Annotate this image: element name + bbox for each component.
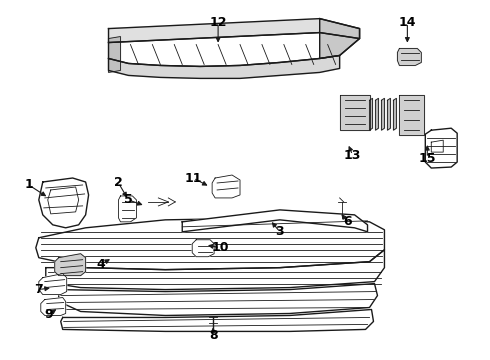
Polygon shape (36, 218, 385, 270)
Polygon shape (369, 98, 372, 130)
Polygon shape (182, 210, 368, 232)
Polygon shape (192, 240, 214, 257)
Text: 2: 2 (114, 176, 123, 189)
Polygon shape (108, 55, 340, 78)
Polygon shape (55, 254, 86, 276)
Text: 13: 13 (344, 149, 361, 162)
Polygon shape (388, 98, 391, 130)
Polygon shape (425, 128, 457, 168)
Text: 15: 15 (418, 152, 436, 165)
Polygon shape (39, 178, 89, 228)
Polygon shape (108, 37, 121, 72)
Polygon shape (119, 196, 136, 222)
Text: 14: 14 (399, 16, 416, 29)
Text: 4: 4 (96, 258, 105, 271)
Polygon shape (59, 284, 377, 315)
Polygon shape (340, 95, 369, 130)
Text: 11: 11 (184, 171, 202, 185)
Polygon shape (108, 32, 360, 67)
Text: 12: 12 (209, 16, 227, 29)
Polygon shape (61, 310, 373, 332)
Polygon shape (39, 274, 67, 294)
Text: 1: 1 (24, 179, 33, 192)
Polygon shape (393, 98, 396, 130)
Polygon shape (41, 298, 66, 315)
Text: 5: 5 (124, 193, 133, 206)
Polygon shape (375, 98, 378, 130)
Text: 3: 3 (275, 225, 284, 238)
Polygon shape (108, 19, 360, 42)
Polygon shape (212, 175, 240, 198)
Text: 10: 10 (211, 241, 229, 254)
Text: 8: 8 (209, 329, 218, 342)
Polygon shape (319, 19, 360, 58)
Polygon shape (397, 49, 421, 66)
Text: 7: 7 (34, 283, 43, 296)
Polygon shape (46, 250, 385, 289)
Text: 9: 9 (45, 308, 53, 321)
Polygon shape (399, 95, 424, 135)
Text: 6: 6 (343, 215, 352, 228)
Polygon shape (382, 98, 385, 130)
